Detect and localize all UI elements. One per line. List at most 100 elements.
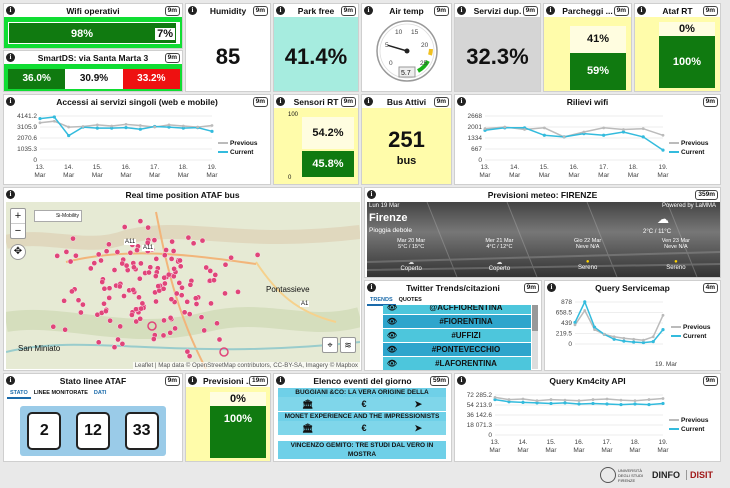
bus-marker [160, 286, 167, 292]
legend-previous[interactable]: Previous [671, 323, 710, 332]
tab-dati[interactable]: DATI [93, 390, 107, 396]
bus-marker [129, 312, 135, 318]
event-title[interactable]: VINCENZO GEMITO: TRE STUDI DAL VERO IN M… [278, 441, 446, 459]
info-icon[interactable]: i [547, 283, 556, 292]
bus-line-button[interactable]: 33 [124, 412, 159, 450]
atafrt-top: 0% [659, 22, 715, 36]
zoom-in-button[interactable]: + [11, 209, 25, 224]
info-icon[interactable]: i [188, 6, 197, 15]
bus-marker [133, 318, 139, 325]
info-icon[interactable]: i [457, 97, 466, 106]
legend-previous[interactable]: Previous [669, 139, 708, 148]
info-icon[interactable]: i [6, 190, 15, 199]
zoom-out-button[interactable]: − [14, 225, 22, 237]
info-icon[interactable]: i [6, 97, 15, 106]
twitter-trend-item[interactable]: 👁 @ACFFIORENTINA [383, 305, 531, 314]
yaxis-tick: 1334 [468, 135, 483, 142]
eye-icon[interactable]: 👁 [386, 345, 398, 354]
yaxis-tick: 0 [568, 341, 572, 348]
tab-trends[interactable]: TRENDS [367, 296, 396, 306]
xaxis-tick: 15. [93, 164, 102, 171]
twitter-trend-item[interactable]: 👁 #UFFIZI [383, 329, 531, 342]
info-icon[interactable]: i [276, 376, 285, 385]
legend-previous[interactable]: Previous [669, 416, 708, 425]
legend-previous[interactable]: Previous [218, 139, 257, 148]
info-icon[interactable]: i [457, 376, 466, 385]
data-point [153, 125, 157, 129]
bus-marker [137, 218, 144, 224]
data-point [521, 397, 525, 401]
info-icon[interactable]: i [364, 6, 373, 15]
eye-icon[interactable]: 👁 [386, 305, 398, 312]
bus-marker [198, 314, 205, 320]
info-icon[interactable]: i [276, 97, 285, 106]
humidity-widget: i Humidity 9m 85 [185, 3, 271, 92]
info-icon[interactable]: i [546, 6, 555, 15]
twitter-scrollbar[interactable] [532, 305, 538, 369]
bus-marker [151, 237, 158, 243]
info-icon[interactable]: i [276, 6, 285, 15]
linee-widget: i Stato linee ATAF 9m STATO LINEE MONITORA… [3, 373, 183, 462]
twitter-trend-item[interactable]: 👁 #PONTEVECCHIO [383, 343, 531, 356]
data-point [535, 399, 539, 403]
legend-current[interactable]: Current [669, 148, 708, 157]
data-point [493, 395, 497, 399]
event-title[interactable]: BUGGIANI &CO: LA VERA ORIGINE DELLA [278, 388, 446, 397]
info-icon[interactable]: i [6, 376, 15, 385]
airtemp-gauge: 0 5 10 15 20 25 5.7 [376, 20, 438, 82]
event-title[interactable]: MONET EXPERIENCE AND THE IMPRESSIONISTS [278, 412, 446, 421]
bus-marker [161, 317, 167, 324]
twitter-trend-item[interactable]: 👁 #LAFORENTINA [383, 357, 531, 370]
meteo-temp: 2°C / 11°C [643, 229, 672, 235]
info-icon[interactable]: i [6, 6, 15, 15]
bus-marker [106, 285, 113, 291]
info-icon[interactable]: i [637, 6, 646, 15]
data-point [573, 320, 577, 325]
sensori-widget: i Sensori RT 9m 100 0 54.2% 45.8% [273, 94, 359, 185]
data-point [138, 127, 142, 131]
query-sm-chart: 878 658.5 439 219.5 0 19. Mar [556, 299, 678, 368]
legend-current[interactable]: Current [671, 332, 710, 341]
twitter-trend-item[interactable]: 👁 #FIORENTINA [383, 315, 531, 328]
linee-panel: 2 12 33 [20, 406, 166, 456]
info-icon[interactable]: i [457, 6, 466, 15]
tab-linee-monitorate[interactable]: LINEE MONITORATE [33, 390, 88, 396]
info-icon[interactable]: i [188, 376, 197, 385]
data-point [632, 337, 636, 341]
tab-quotes[interactable]: QUOTES [398, 297, 422, 303]
map-cursor-icon[interactable]: ⌖ [322, 337, 338, 353]
map-locate-icon[interactable]: ✥ [10, 244, 26, 260]
info-icon[interactable]: i [6, 53, 15, 62]
legend-current[interactable]: Current [218, 148, 257, 157]
meteo-city: Firenze [369, 212, 408, 224]
data-point [633, 399, 637, 403]
eye-icon[interactable]: 👁 [386, 331, 398, 340]
data-point [210, 129, 214, 133]
meteo-powered: Powered by LaMMA [661, 203, 716, 209]
data-point [542, 126, 546, 130]
data-point [507, 398, 511, 401]
data-point [124, 123, 128, 126]
layers-icon[interactable]: ≋ [340, 337, 356, 353]
bus-marker [130, 287, 136, 293]
bus-line-button[interactable]: 2 [27, 412, 62, 450]
eye-icon[interactable]: 👁 [386, 317, 398, 326]
bus-marker [187, 282, 194, 288]
wifi-value2: 7% [155, 28, 175, 40]
info-icon[interactable]: i [364, 97, 373, 106]
data-point [563, 401, 567, 405]
data-point [591, 398, 595, 401]
tab-stato[interactable]: STATO [7, 389, 31, 399]
bus-marker [107, 317, 113, 324]
eye-icon[interactable]: 👁 [386, 359, 398, 368]
legend-current[interactable]: Current [669, 425, 708, 434]
data-point [612, 337, 616, 341]
bus-line-button[interactable]: 12 [75, 412, 110, 450]
map-canvas[interactable]: Pontassieve San Miniato A11 A11 A1 + − ✥… [6, 202, 360, 369]
gauge-tick: 20 [421, 42, 429, 49]
bus-marker [54, 253, 61, 259]
info-icon[interactable]: i [367, 283, 376, 292]
info-icon[interactable]: i [367, 190, 376, 199]
xaxis-month: Mar [539, 172, 551, 179]
gauge-tick: 15 [411, 29, 419, 36]
